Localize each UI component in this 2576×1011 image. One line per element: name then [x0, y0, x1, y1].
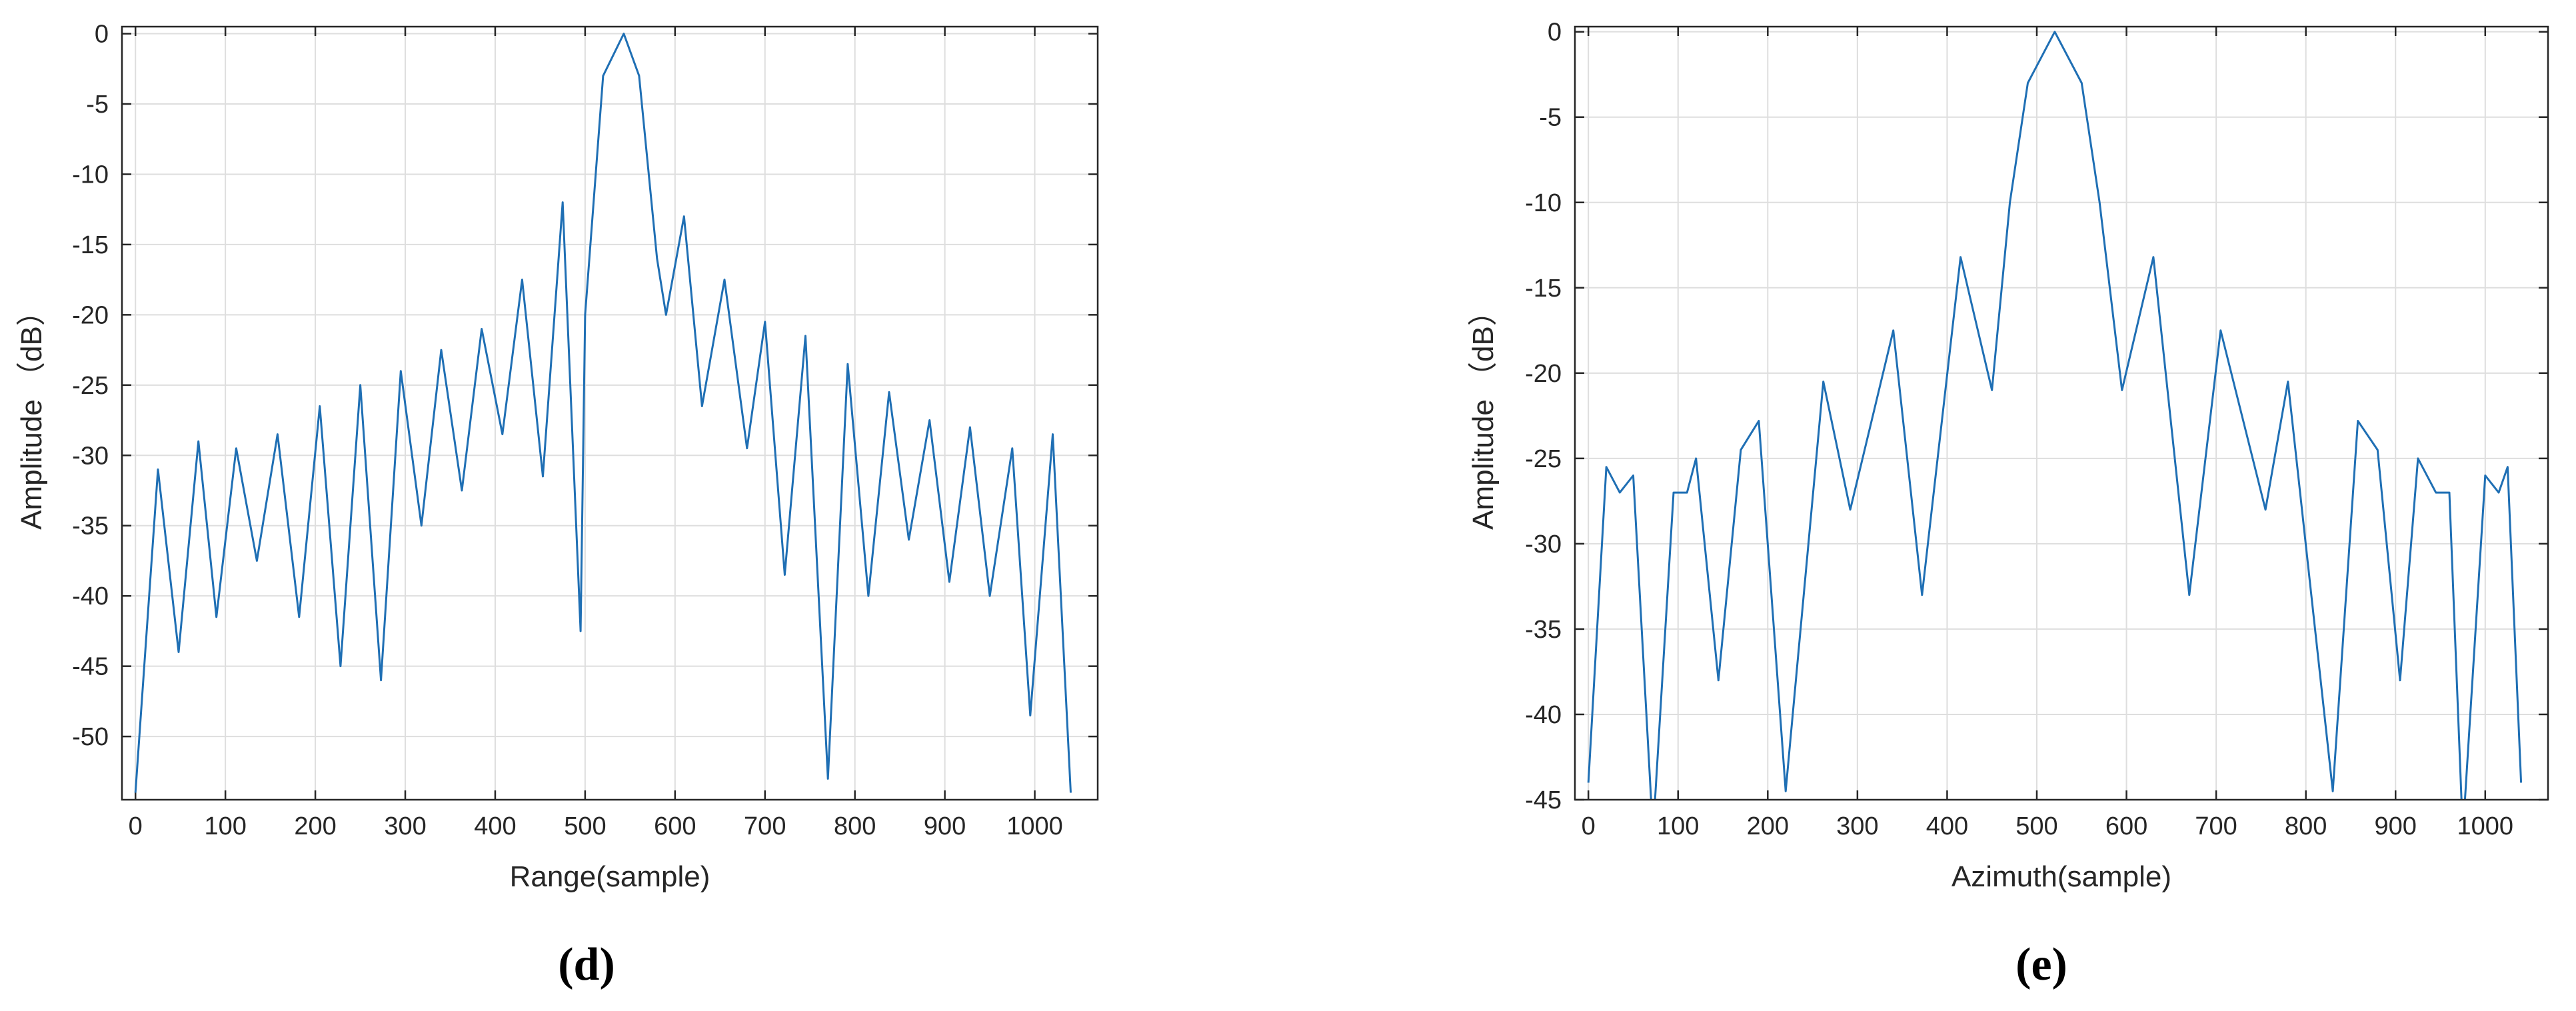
y-tick-label: -40 — [72, 582, 109, 610]
chart-azimuth: 0 100 200 300 400 500 600 700 800 900 1000 0 -5 -10 -1… — [1467, 19, 2549, 990]
x-tick-label: 800 — [834, 812, 876, 840]
x-axis-label: Range(sample) — [510, 860, 710, 893]
series-line — [134, 33, 1072, 793]
x-tick-label: 500 — [564, 812, 606, 840]
y-tick-label: -25 — [1525, 445, 1562, 473]
y-tick-label: -45 — [1525, 786, 1562, 814]
x-tick-label: 600 — [2105, 812, 2147, 840]
x-tick-label: 700 — [2195, 812, 2237, 840]
x-tick-label: 100 — [204, 812, 246, 840]
y-tick-label: -5 — [86, 91, 109, 119]
x-tick-label: 200 — [1747, 812, 1789, 840]
plot-frame — [1574, 25, 2549, 801]
panel-label: (e) — [2015, 939, 2067, 990]
x-tick-label: 800 — [2285, 812, 2327, 840]
series-line — [1587, 31, 2523, 800]
x-tick-label: 0 — [129, 812, 143, 840]
panel-label: (d) — [558, 939, 615, 990]
y-tick-label: -25 — [72, 372, 109, 400]
plot-frame — [121, 25, 1099, 801]
x-tick-label: 900 — [2375, 812, 2417, 840]
y-tick-label: 0 — [95, 21, 109, 49]
x-tick-label: 700 — [744, 812, 786, 840]
y-tick-label: -10 — [1525, 189, 1562, 217]
x-tick-label: 300 — [384, 812, 426, 840]
y-tick-label: -50 — [72, 723, 109, 751]
x-axis-label: Azimuth(sample) — [1951, 860, 2171, 893]
y-tick-label: -10 — [72, 161, 109, 189]
x-tick-label: 100 — [1657, 812, 1699, 840]
y-tick-label: -15 — [72, 231, 109, 259]
x-tick-label: 400 — [1926, 812, 1968, 840]
x-tick-label: 500 — [2015, 812, 2057, 840]
y-tick-label: -45 — [72, 653, 109, 681]
y-tick-label: -15 — [1525, 275, 1562, 303]
y-tick-label: -35 — [1525, 616, 1562, 644]
x-tick-label: 200 — [294, 812, 336, 840]
y-tick-label: -30 — [1525, 530, 1562, 558]
x-tick-label: 600 — [654, 812, 696, 840]
y-tick-label: 0 — [1548, 19, 1562, 47]
x-tick-label: 1000 — [2457, 812, 2514, 840]
y-tick-label: -20 — [1525, 360, 1562, 388]
x-tick-label: 400 — [474, 812, 516, 840]
x-tick-label: 1000 — [1006, 812, 1063, 840]
y-axis-label: Amplitude （dB） — [1467, 297, 1500, 530]
y-tick-label: -30 — [72, 442, 109, 470]
y-axis-label: Amplitude （dB） — [15, 297, 48, 530]
y-tick-label: -35 — [72, 512, 109, 540]
y-tick-label: -20 — [72, 301, 109, 329]
chart-range: 0 100 200 300 400 500 600 700 800 900 1000 0 -5 -10 -1… — [15, 21, 1099, 990]
y-tick-label: -5 — [1539, 104, 1562, 132]
x-tick-label: 0 — [1582, 812, 1596, 840]
x-tick-label: 300 — [1836, 812, 1878, 840]
y-tick-label: -40 — [1525, 701, 1562, 729]
x-tick-label: 900 — [924, 812, 966, 840]
